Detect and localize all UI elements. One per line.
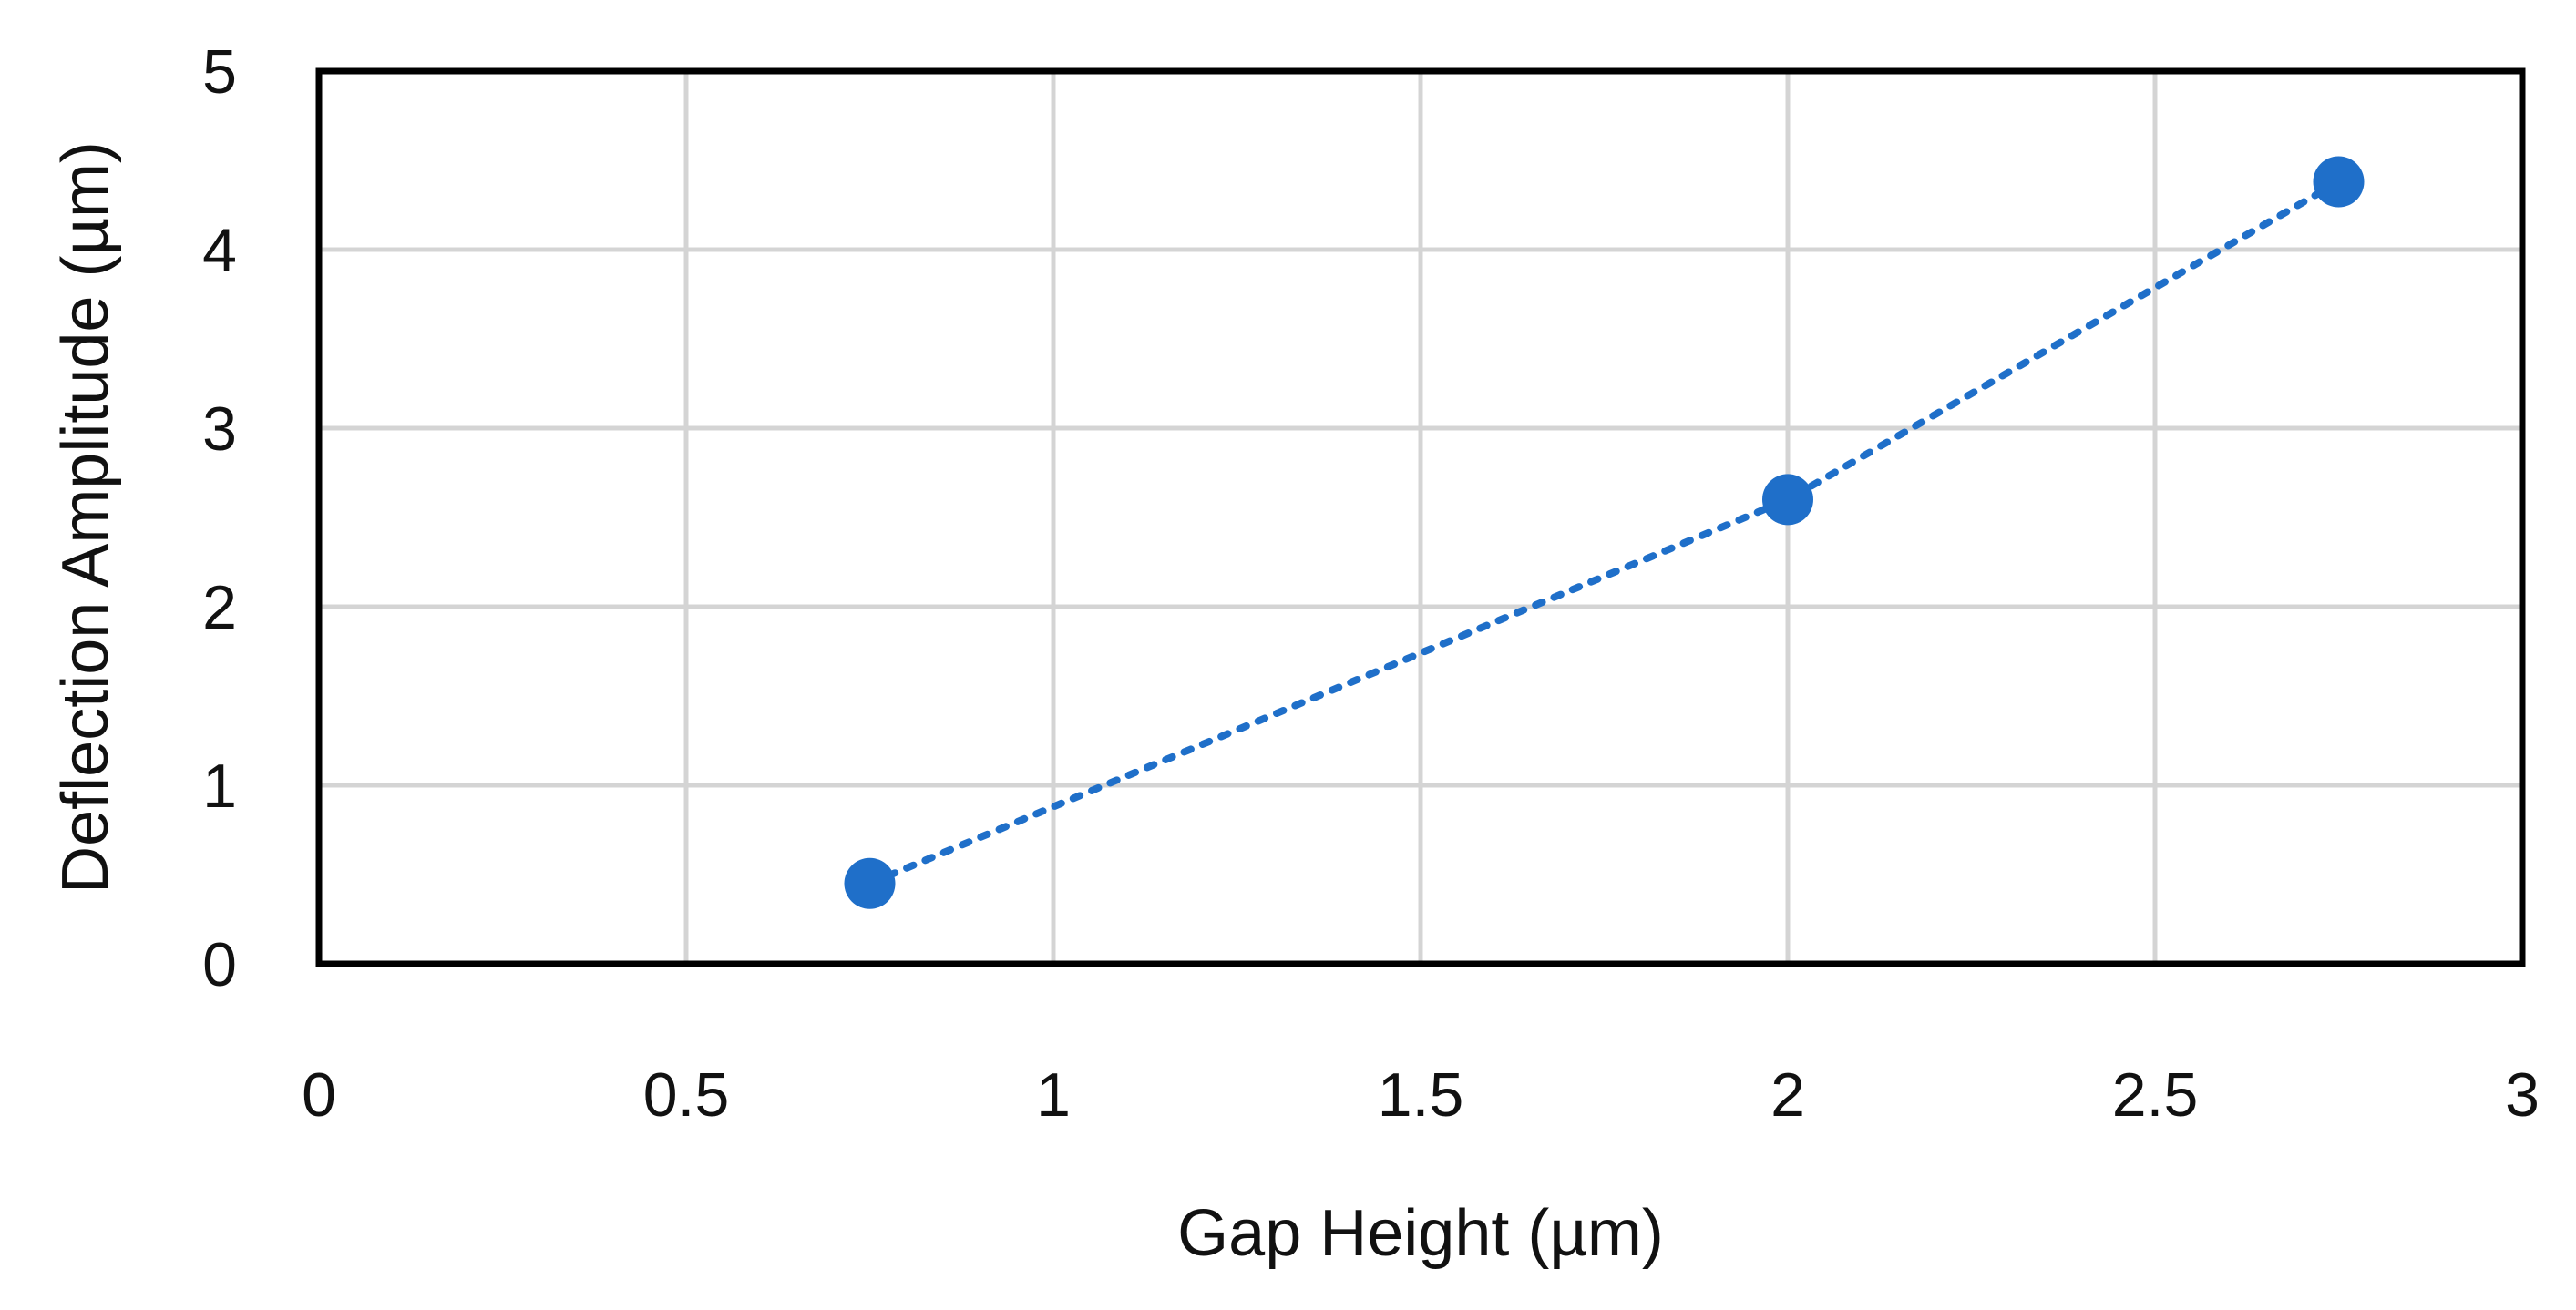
y-tick-label: 4 xyxy=(202,216,237,285)
data-point xyxy=(844,857,896,909)
grid-lines xyxy=(316,68,2525,967)
x-tick-label: 1.5 xyxy=(1378,1060,1464,1130)
y-tick-label: 0 xyxy=(202,930,237,999)
y-tick-label: 1 xyxy=(202,752,237,821)
x-tick-label: 0.5 xyxy=(643,1060,730,1130)
y-tick-label: 5 xyxy=(202,37,237,107)
y-axis-title: Deflection Amplitude (µm) xyxy=(49,141,122,894)
x-tick-label: 3 xyxy=(2505,1060,2540,1130)
x-axis-title: Gap Height (µm) xyxy=(1177,1197,1664,1270)
x-tick-label: 1 xyxy=(1036,1060,1071,1130)
data-point xyxy=(2313,156,2365,208)
y-axis-ticks: 0 1 2 3 4 5 xyxy=(202,37,237,999)
y-tick-label: 2 xyxy=(202,573,237,642)
x-tick-label: 0 xyxy=(302,1060,336,1130)
series-layer xyxy=(844,156,2365,909)
y-tick-label: 3 xyxy=(202,394,237,464)
data-point xyxy=(1762,474,1813,526)
series-trend-line xyxy=(866,178,2343,887)
x-axis-ticks: 0 0.5 1 1.5 2 2.5 3 xyxy=(302,1060,2540,1130)
x-tick-label: 2.5 xyxy=(2112,1060,2199,1130)
x-tick-label: 2 xyxy=(1770,1060,1805,1130)
plot-area-frame xyxy=(315,67,2526,967)
